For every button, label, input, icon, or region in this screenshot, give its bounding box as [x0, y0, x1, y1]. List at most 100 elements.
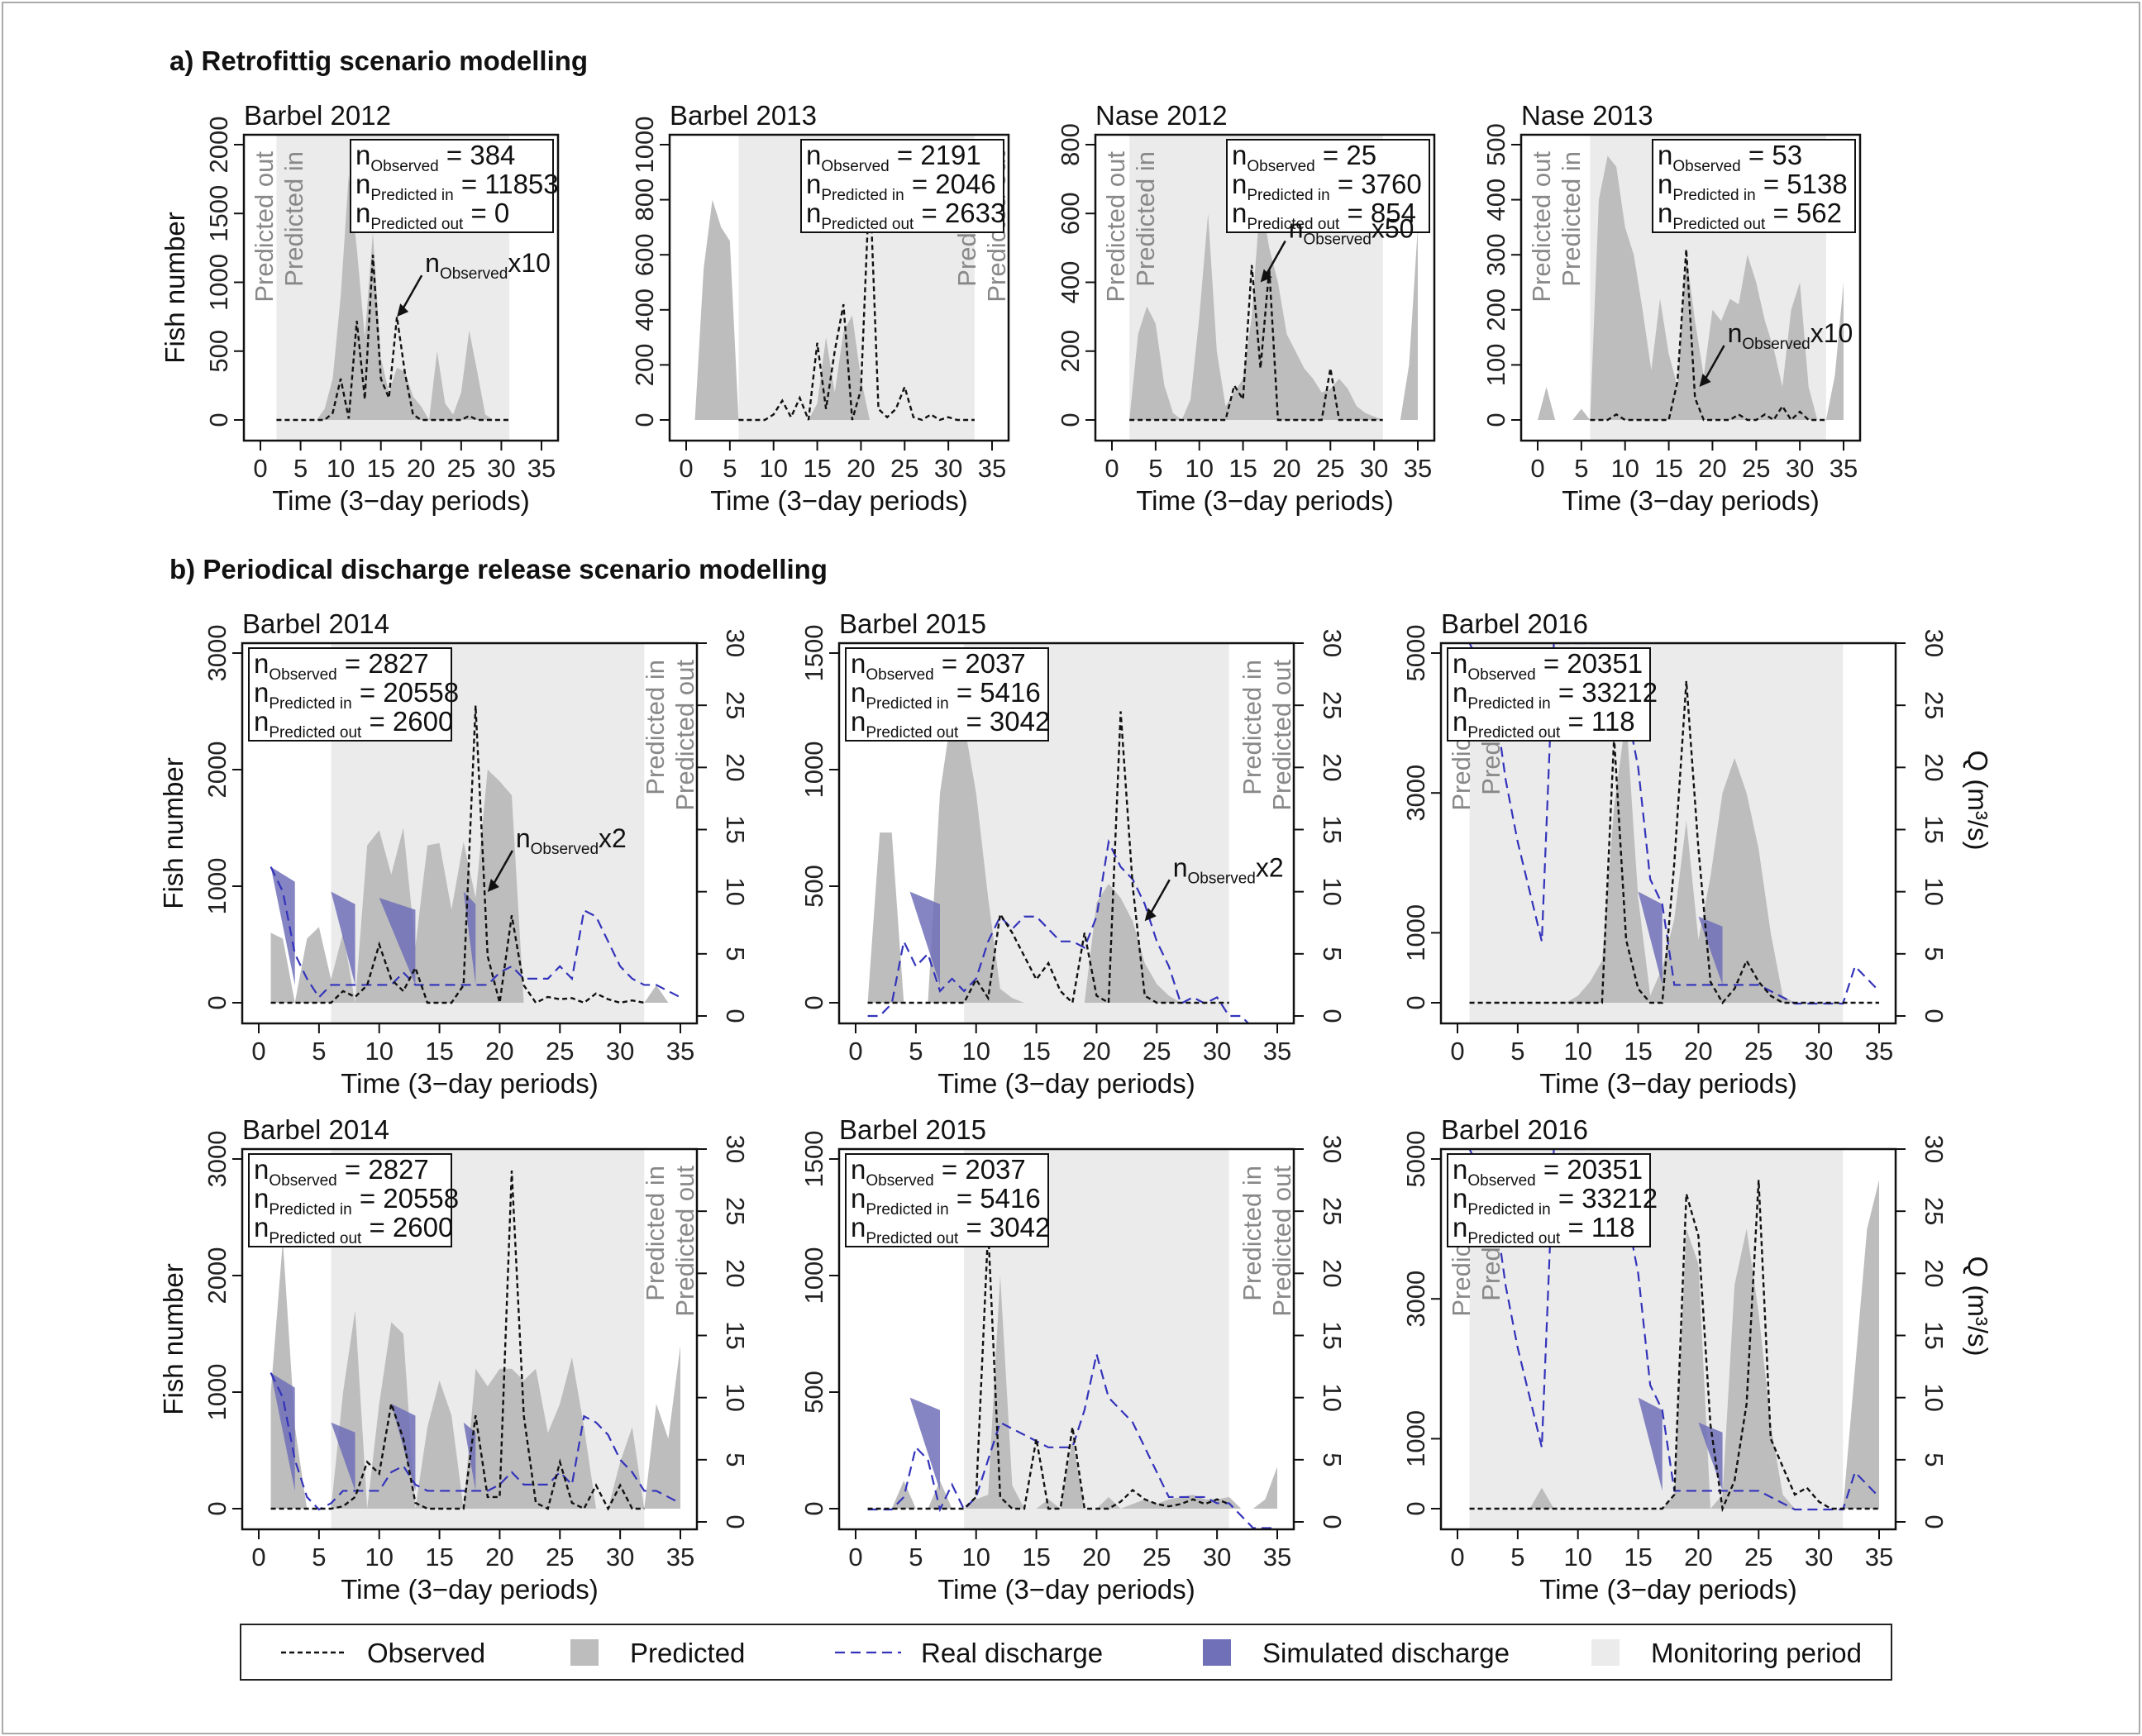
x-axis-label: Time (3−day periods) [341, 1068, 599, 1099]
annotation-arrowhead [397, 303, 409, 317]
y2-tick-label: 15 [1920, 815, 1949, 843]
stats-subscript: Predicted in [1467, 695, 1550, 713]
y2-tick-label: 15 [1920, 1321, 1949, 1349]
stats-row: nPredicted in = 5416 [851, 677, 1041, 713]
stats-row: nPredicted out = 2633 [806, 198, 1005, 233]
stats-box [248, 647, 452, 742]
x-tick-label: 35 [1865, 1543, 1893, 1571]
x-tick-label: 20 [407, 454, 435, 483]
section-a-title: a) Retrofittig scenario modelling [169, 45, 588, 76]
annotation-label: nObservedx50 [1289, 214, 1414, 249]
observed-line [867, 1228, 1230, 1510]
legend-label: Simulated discharge [1262, 1638, 1510, 1668]
observed-line [1469, 1180, 1879, 1513]
y2-tick-label: 10 [1318, 877, 1347, 905]
panel-border [668, 133, 1010, 442]
x-tick-label: 35 [1263, 1037, 1291, 1066]
y-tick-label: 2000 [203, 742, 231, 799]
y2-tick-label: 15 [721, 1321, 750, 1349]
stats-subscript: Observed [269, 666, 336, 684]
stats-subscript: Predicted out [269, 724, 362, 742]
y-tick-label: 2000 [203, 1247, 231, 1304]
x-tick-label: 0 [679, 454, 693, 483]
real-discharge-line [867, 838, 1250, 1023]
y-axis-label: Fish number [158, 1263, 188, 1414]
y2-tick-label: 0 [1318, 1514, 1347, 1529]
annotation-factor: x10 [1810, 318, 1853, 348]
x-tick-label: 25 [1744, 1543, 1772, 1571]
predicted-out-label: Predicted in [1131, 151, 1160, 287]
x-tick-label: 25 [1143, 1037, 1171, 1066]
y-tick-label: 3000 [1401, 1271, 1430, 1328]
stats-n: n [1453, 706, 1467, 737]
y-tick-label: 1500 [799, 1131, 828, 1188]
legend-swatch-simulated-discharge [1203, 1639, 1231, 1666]
x-tick-label: 10 [1610, 454, 1639, 483]
simulated-discharge-area [1698, 916, 1723, 985]
annotation-label: nObservedx10 [1728, 318, 1853, 353]
panel-10: Barbel 2016 0 5 10 15 20 25 30 35 Time (3−day per… [1401, 1114, 1993, 1605]
annotation-n: n [516, 823, 531, 853]
y2-tick-label: 20 [721, 1259, 750, 1287]
stats-n: n [1453, 1212, 1467, 1242]
predicted-area [270, 1240, 680, 1509]
stats-n: n [851, 648, 866, 679]
stats-row: nPredicted in = 3760 [1232, 169, 1422, 204]
annotation-factor: x2 [599, 823, 627, 853]
y2-tick-label: 5 [1920, 1452, 1949, 1467]
x-tick-label: 20 [847, 454, 875, 483]
y2-tick-label: 10 [1920, 877, 1949, 905]
x-tick-label: 30 [1805, 1037, 1833, 1066]
stats-row: nPredicted out = 562 [1658, 198, 1842, 233]
simulated-discharge-area [909, 891, 940, 985]
y-tick-label: 1500 [799, 625, 828, 682]
y-tick-label: 500 [1481, 123, 1510, 166]
stats-row: nObserved = 2191 [806, 140, 981, 175]
legend-label: Monitoring period [1651, 1638, 1862, 1668]
stats-n: n [1232, 198, 1247, 228]
y2-tick-label: 30 [1318, 629, 1347, 657]
stats-subscript: Predicted out [370, 216, 464, 233]
y-tick-label: 500 [204, 330, 233, 373]
stats-box [845, 1153, 1049, 1247]
x-tick-label: 5 [1510, 1037, 1524, 1066]
stats-n: n [355, 140, 370, 170]
stats-row: nPredicted out = 2600 [254, 1212, 453, 1247]
stats-value: = 3042 [958, 706, 1050, 737]
predicted-in-label: Predicted out [250, 151, 279, 303]
x-tick-label: 5 [312, 1543, 326, 1571]
y2-tick-label: 0 [721, 1514, 750, 1529]
x-tick-label: 25 [1744, 1037, 1772, 1066]
stats-n: n [355, 198, 370, 228]
y-tick-label: 5000 [1401, 625, 1430, 682]
stats-value: = 2827 [337, 648, 429, 679]
x-tick-label: 30 [487, 454, 515, 483]
real-discharge-line [270, 1372, 681, 1511]
stats-value: = 33212 [1551, 1183, 1658, 1214]
stats-value: = 5416 [949, 1183, 1041, 1214]
x-tick-label: 20 [1684, 1543, 1712, 1571]
stats-value: = 2827 [337, 1154, 429, 1185]
x-tick-label: 25 [1143, 1543, 1171, 1571]
annotation-subscript: Observed [1304, 231, 1372, 249]
y2-tick-label: 0 [1318, 1009, 1347, 1023]
stats-row: nPredicted out = 3042 [851, 706, 1050, 742]
predicted-in-label: Predicted out [1527, 151, 1556, 303]
y-tick-label: 3000 [203, 625, 231, 682]
x-tick-label: 20 [1272, 454, 1300, 483]
x-tick-label: 10 [1563, 1543, 1591, 1571]
y-tick-label: 2000 [204, 117, 233, 174]
stats-row: nPredicted in = 20558 [254, 677, 459, 713]
y-tick-label: 0 [1401, 995, 1430, 1009]
x-tick-label: 35 [666, 1037, 694, 1066]
stats-value: = 2600 [361, 706, 453, 737]
x-tick-label: 0 [1530, 454, 1544, 483]
x-tick-label: 0 [251, 1037, 265, 1066]
x-axis-label: Time (3−day periods) [1562, 485, 1820, 516]
y2-tick-label: 30 [721, 1135, 750, 1163]
predicted-in-label: Predicted in [1238, 660, 1267, 795]
stats-n: n [254, 648, 269, 679]
panel-border [837, 1147, 1295, 1531]
stats-value: = 384 [439, 140, 516, 170]
